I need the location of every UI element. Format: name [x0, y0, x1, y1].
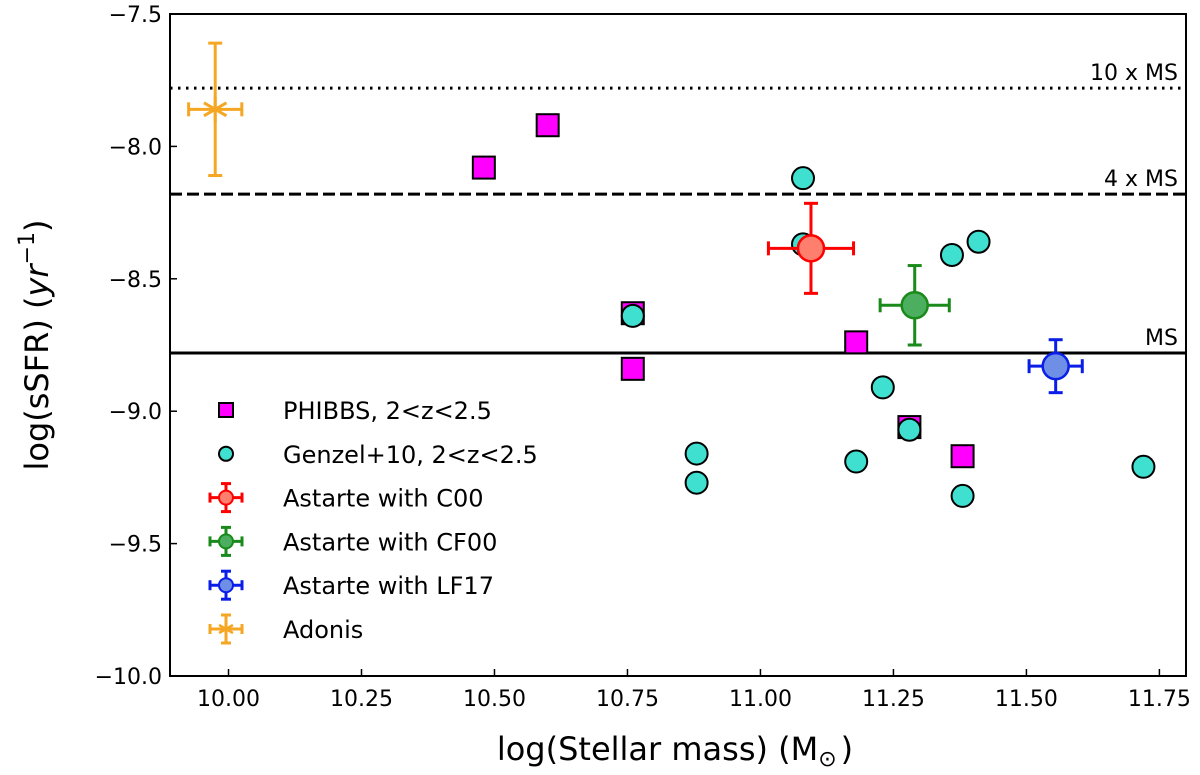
legend-label: Adonis — [283, 616, 363, 644]
point-phibbs-2-z-2-5 — [950, 444, 975, 469]
y-axis-title-main: log(sSFR) ( — [18, 296, 56, 470]
y-tick-label: −7.5 — [109, 3, 162, 28]
legend-entry-astarte-with-c00: Astarte with C00 — [208, 482, 484, 514]
y-axis: −10.0 −9.5 −9.0 −8.5 −8.0 −7.5 — [95, 3, 177, 690]
point-genzel-10-2-z-2-5 — [870, 375, 895, 400]
legend-marker — [218, 621, 234, 637]
ref-label-ms: MS — [1145, 326, 1178, 351]
point-phibbs-2-z-2-5 — [620, 356, 645, 381]
reference-lines — [170, 86, 1186, 355]
y-tick-label: −8.5 — [109, 268, 162, 293]
legend-label: Astarte with C00 — [283, 485, 484, 513]
point-genzel-10-2-z-2-5 — [939, 242, 964, 267]
point-phibbs-2-z-2-5 — [471, 155, 496, 180]
legend-marker — [218, 489, 234, 506]
legend-entry-phibbs-2-z-2-5: PHIBBS, 2<z<2.5 — [218, 397, 492, 425]
y-tick-label: −10.0 — [95, 665, 162, 690]
legend-marker — [218, 533, 234, 550]
legend-label: Astarte with LF17 — [283, 572, 494, 600]
point-genzel-10-2-z-2-5 — [1131, 454, 1156, 479]
marker-circle — [796, 234, 826, 263]
x-tick-label: 11.75 — [1128, 687, 1191, 712]
legend-entry-adonis: Adonis — [208, 613, 363, 645]
y-axis-title: log(sSFR) (yr−1) — [15, 219, 56, 470]
legend-entry-astarte-with-lf17: Astarte with LF17 — [208, 569, 494, 601]
ref-label-4ms: 4 x MS — [1104, 167, 1178, 192]
x-axis-title: log(Stellar mass) (M⊙) — [497, 730, 853, 772]
y-tick-label: −9.5 — [109, 533, 162, 558]
plot-frame — [169, 13, 1187, 677]
legend-entry-astarte-with-cf00: Astarte with CF00 — [208, 525, 497, 557]
x-axis-title-sub: ⊙ — [818, 747, 836, 772]
point-genzel-10-2-z-2-5 — [684, 470, 709, 495]
data-marks — [187, 41, 1156, 508]
legend-label: Genzel+10, 2<z<2.5 — [283, 441, 538, 469]
point-astarte-with-cf00 — [878, 264, 951, 347]
point-genzel-10-2-z-2-5 — [684, 441, 709, 466]
x-tick-label: 11.00 — [729, 687, 792, 712]
legend-marker — [218, 577, 234, 594]
point-astarte-with-lf17 — [1027, 338, 1084, 395]
legend-label: PHIBBS, 2<z<2.5 — [283, 397, 492, 425]
y-tick-label: −8.0 — [109, 135, 162, 160]
point-genzel-10-2-z-2-5 — [620, 303, 645, 328]
x-axis: 10.00 10.25 10.50 10.75 11.00 11.25 11.50 11.75 — [197, 669, 1191, 712]
y-axis-title-end: ) — [18, 219, 56, 231]
marker-circle — [900, 291, 929, 320]
point-genzel-10-2-z-2-5 — [844, 449, 869, 474]
point-astarte-with-c00 — [766, 201, 856, 295]
point-adonis — [187, 41, 244, 178]
y-axis-title-exp: −1 — [15, 232, 40, 264]
point-phibbs-2-z-2-5 — [535, 113, 560, 138]
x-tick-label: 10.25 — [330, 687, 393, 712]
y-axis-title-unit: yr — [18, 263, 56, 298]
x-axis-title-end: ) — [841, 730, 853, 768]
point-genzel-10-2-z-2-5 — [966, 229, 991, 254]
x-tick-label: 10.75 — [596, 687, 659, 712]
point-phibbs-2-z-2-5 — [844, 330, 869, 355]
legend-label: Astarte with CF00 — [283, 528, 497, 556]
legend-entry-genzel-10-2-z-2-5: Genzel+10, 2<z<2.5 — [218, 441, 538, 469]
legend-marker — [218, 445, 234, 462]
point-genzel-10-2-z-2-5 — [791, 166, 816, 191]
point-genzel-10-2-z-2-5 — [897, 417, 922, 442]
x-tick-label: 10.50 — [463, 687, 526, 712]
legend-marker — [218, 402, 234, 418]
marker-star — [203, 96, 228, 123]
x-axis-title-main: log(Stellar mass) (M — [497, 730, 818, 768]
x-tick-label: 11.25 — [862, 687, 925, 712]
ref-label-10ms: 10 x MS — [1090, 61, 1178, 86]
y-tick-label: −9.0 — [109, 400, 162, 425]
reference-labels: MS 4 x MS 10 x MS — [1090, 61, 1178, 351]
x-tick-label: 10.00 — [197, 687, 260, 712]
x-tick-label: 11.50 — [995, 687, 1058, 712]
point-genzel-10-2-z-2-5 — [950, 483, 975, 508]
marker-circle — [1041, 351, 1070, 381]
legend: PHIBBS, 2<z<2.5 Genzel+10, 2<z<2.5 Astarte… — [208, 397, 538, 645]
